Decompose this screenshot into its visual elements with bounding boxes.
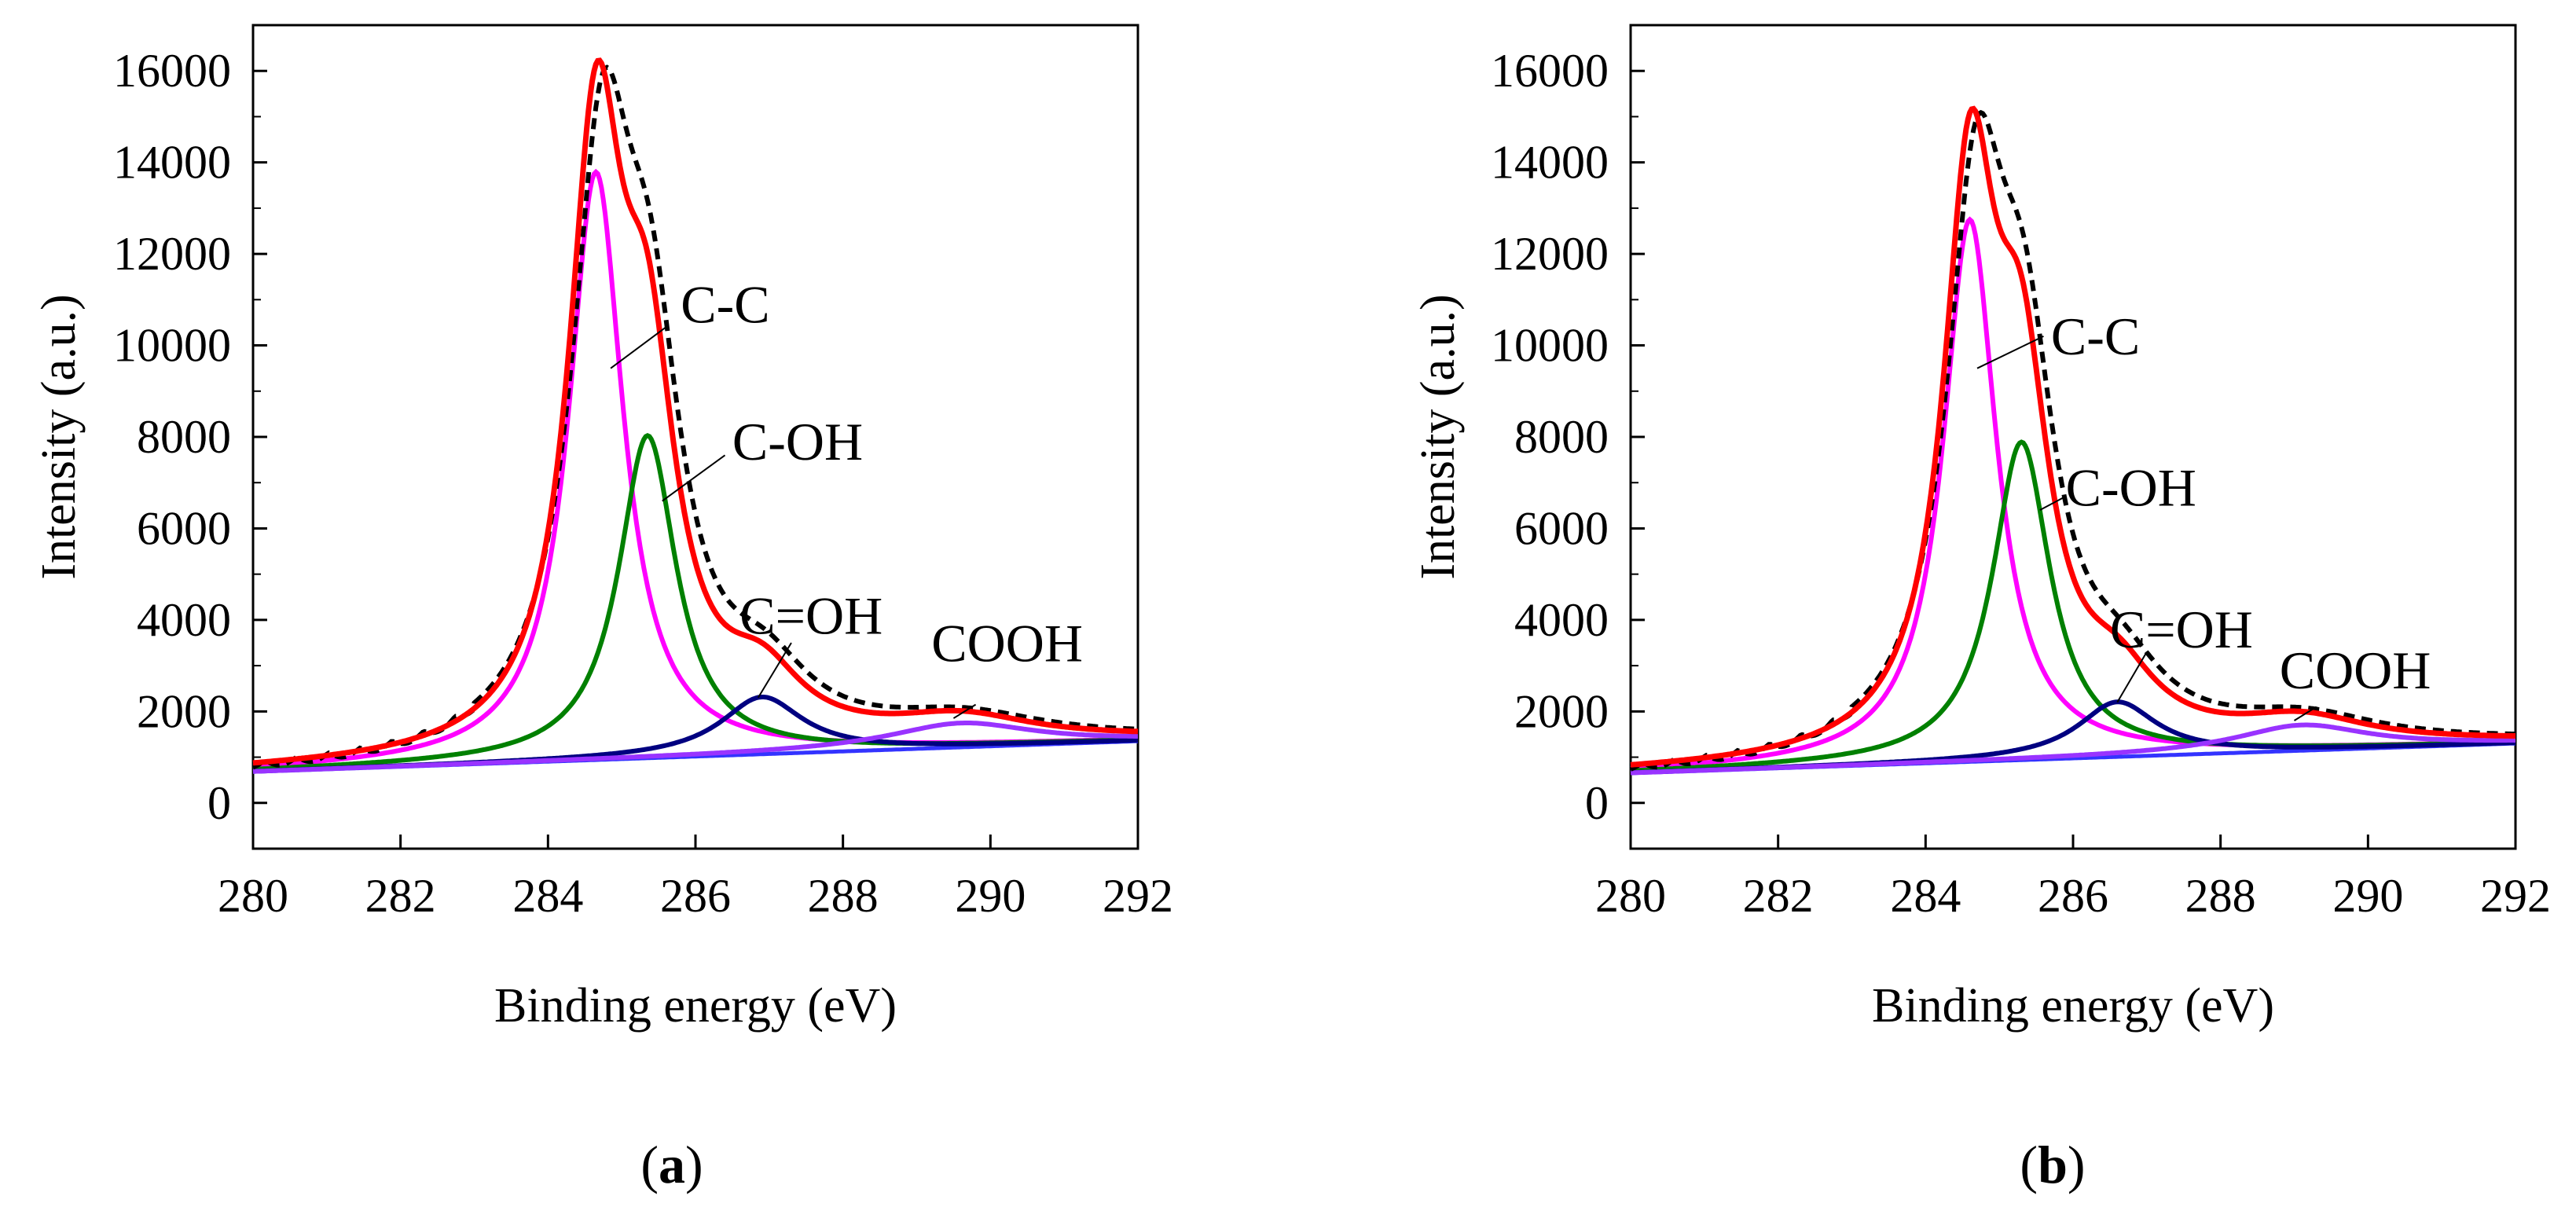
fit-envelope-curve	[252, 57, 1139, 766]
x-tick-label: 288	[808, 870, 879, 922]
y-tick-label: 2000	[1514, 685, 1609, 737]
y-tick-label: 8000	[1514, 411, 1609, 463]
y-tick-label: 12000	[113, 228, 231, 280]
y-tick-label: 4000	[137, 594, 231, 646]
peak-annotations: C-C C-OH C=OH COOH	[610, 274, 1083, 719]
x-tick-label: 288	[2185, 870, 2256, 922]
x-tick-label: 284	[1890, 870, 1961, 922]
peak-label-c-oh: C=OH	[2110, 600, 2253, 659]
panel-letter: a	[659, 1135, 685, 1194]
axes-ticks: 280 282 284 286 288 290 292 0 2000 4000 6000 8000 10…	[113, 24, 1173, 922]
peak-label-cooh: COOH	[2280, 640, 2431, 700]
annotation-leader-line	[2116, 651, 2148, 703]
x-tick-label: 292	[1103, 870, 1173, 922]
panel-label: (b)	[2020, 1135, 2085, 1194]
y-tick-label: 10000	[1491, 320, 1609, 372]
x-tick-label: 286	[2038, 870, 2108, 922]
panel-label: (a)	[640, 1135, 703, 1194]
y-tick-label: 6000	[137, 502, 231, 554]
component-curve-cooh	[1630, 722, 2515, 776]
y-tick-label: 14000	[113, 137, 231, 189]
x-tick-label: 292	[2480, 870, 2551, 922]
spectral-series	[1629, 105, 2516, 776]
experimental-curve	[251, 64, 1139, 770]
experimental-curve	[1629, 109, 2516, 772]
peak-label-c-oh: C-OH	[2066, 457, 2196, 517]
annotation-leader-line	[952, 703, 977, 719]
peak-label-c-c: C-C	[2051, 306, 2140, 366]
x-tick-label: 284	[512, 870, 583, 922]
component-curve-cooh	[252, 721, 1138, 774]
y-tick-label: 16000	[113, 45, 231, 97]
y-tick-label: 10000	[113, 320, 231, 372]
y-tick-label: 8000	[137, 411, 231, 463]
x-tick-label: 280	[1595, 870, 1666, 922]
y-tick-label: 16000	[1491, 45, 1609, 97]
x-tick-label: 280	[218, 870, 288, 922]
peak-label-cooh: COOH	[931, 613, 1083, 673]
fit-envelope-curve	[1630, 105, 2515, 768]
peak-annotations: C-C C-OH C=OH COOH	[1976, 306, 2431, 721]
annotation-leader-line	[2293, 706, 2317, 721]
panel-a: 280 282 284 286 288 290 292 0 2000 4000 6000 8000 10…	[32, 24, 1173, 1194]
y-tick-label: 0	[1585, 777, 1609, 829]
x-tick-label: 286	[660, 870, 731, 922]
y-tick-label: 14000	[1491, 137, 1609, 189]
x-axis-title: Binding energy (eV)	[1872, 979, 2274, 1033]
x-tick-label: 290	[2332, 870, 2403, 922]
peak-label-c-c: C-C	[681, 274, 769, 334]
x-tick-label: 290	[955, 870, 1026, 922]
annotation-leader-line	[2039, 495, 2067, 512]
annotation-leader-line	[1976, 336, 2044, 369]
peak-label-c-oh: C-OH	[732, 412, 863, 471]
annotation-leader-line	[662, 454, 726, 502]
x-tick-label: 282	[1743, 870, 1814, 922]
y-tick-label: 2000	[137, 685, 231, 737]
panel-b: 280 282 284 286 288 290 292 0 2000 4000 6000 8000 10…	[1411, 24, 2551, 1194]
component-curve-c-c	[252, 168, 1138, 769]
annotation-leader-line	[610, 326, 667, 369]
x-axis-title: Binding energy (eV)	[494, 979, 897, 1033]
panel-letter: b	[2038, 1135, 2068, 1194]
x-tick-label: 282	[365, 870, 436, 922]
y-tick-label: 6000	[1514, 502, 1609, 554]
annotation-leader-line	[757, 642, 792, 699]
y-tick-label: 0	[207, 777, 231, 829]
axes-ticks: 280 282 284 286 288 290 292 0 2000 4000 6000 8000 10…	[1491, 24, 2551, 922]
y-tick-label: 12000	[1491, 228, 1609, 280]
y-tick-label: 4000	[1514, 594, 1609, 646]
y-axis-title: Intensity (a.u.)	[1411, 294, 1465, 579]
y-axis-title: Intensity (a.u.)	[32, 294, 86, 579]
peak-label-c-oh: C=OH	[739, 585, 883, 645]
spectral-series	[251, 57, 1139, 774]
